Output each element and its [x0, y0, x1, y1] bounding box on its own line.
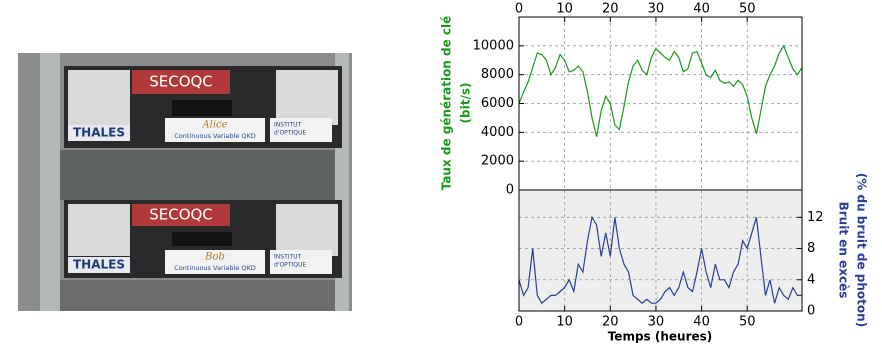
label-plate	[68, 257, 130, 273]
data-line	[518, 44, 803, 137]
brand: SECOQC	[149, 73, 213, 91]
rack-gap	[60, 280, 335, 311]
grille	[276, 204, 338, 256]
grille	[68, 70, 130, 125]
unit-name: Alice	[201, 120, 227, 131]
label-plate	[270, 250, 332, 274]
rack-post	[40, 53, 60, 311]
x-tick-label: 40	[693, 2, 710, 17]
x-tick-label: 20	[602, 315, 619, 330]
x-tick-label: 30	[648, 2, 665, 17]
y-tick-label: 10000	[473, 38, 514, 53]
x-tick-label: 50	[739, 2, 756, 17]
x-tick-label: 50	[739, 315, 756, 330]
y-tick-label: 6000	[481, 96, 514, 111]
y2-axis-label: Bruit en excès	[837, 202, 851, 299]
display	[172, 232, 232, 246]
x-tick-label: 0	[515, 2, 523, 17]
x-tick-label: 40	[693, 315, 710, 330]
y2-axis-label: (% du bruit de photon)	[855, 173, 869, 327]
maker: THALES	[73, 126, 125, 140]
data-line	[518, 215, 802, 305]
label-plate	[165, 250, 265, 274]
brand: SECOQC	[149, 206, 213, 224]
panel-background	[519, 190, 802, 311]
x-tick-label: 30	[648, 315, 665, 330]
institute: INSTITUT	[274, 122, 302, 129]
x-tick-label: 10	[556, 2, 573, 17]
y-tick-label: 8	[807, 241, 815, 256]
unit-name: Bob	[204, 252, 225, 263]
y-tick-label: 2000	[481, 154, 514, 169]
y-tick-label: 0	[506, 183, 514, 198]
x-tick-label: 20	[602, 2, 619, 17]
product: Continuous Variable QKD	[174, 264, 256, 272]
x-tick-label: 10	[556, 315, 573, 330]
label-plate	[165, 118, 265, 142]
plot-frame	[518, 189, 803, 312]
institute: INSTITUT	[274, 254, 302, 261]
x-axis-label: Temps (heures)	[608, 330, 713, 344]
logo	[132, 70, 230, 94]
logo	[132, 204, 230, 226]
rack-gap	[60, 150, 335, 200]
label-plate	[270, 118, 332, 142]
product: Continuous Variable QKD	[174, 132, 256, 140]
grille	[68, 204, 130, 256]
institute: d'OPTIQUE	[274, 130, 306, 137]
y-tick-label: 12	[807, 210, 824, 225]
y-tick-label: 4000	[481, 125, 514, 140]
x-tick-label: 0	[515, 315, 523, 330]
photo: SECOQC SECOQC THALES THALES Alice Bob Co…	[18, 53, 352, 311]
maker: THALES	[73, 258, 125, 272]
y-axis-label: Taux de génération de clé	[440, 16, 454, 191]
display	[172, 100, 232, 116]
y-axis-label: (bit/s)	[459, 83, 473, 124]
y-tick-label: 8000	[481, 67, 514, 82]
grille	[276, 70, 338, 125]
institute: d'OPTIQUE	[274, 262, 306, 269]
y-tick-label: 4	[807, 272, 815, 287]
label-plate	[68, 125, 130, 141]
y-tick-label: 0	[807, 304, 815, 319]
